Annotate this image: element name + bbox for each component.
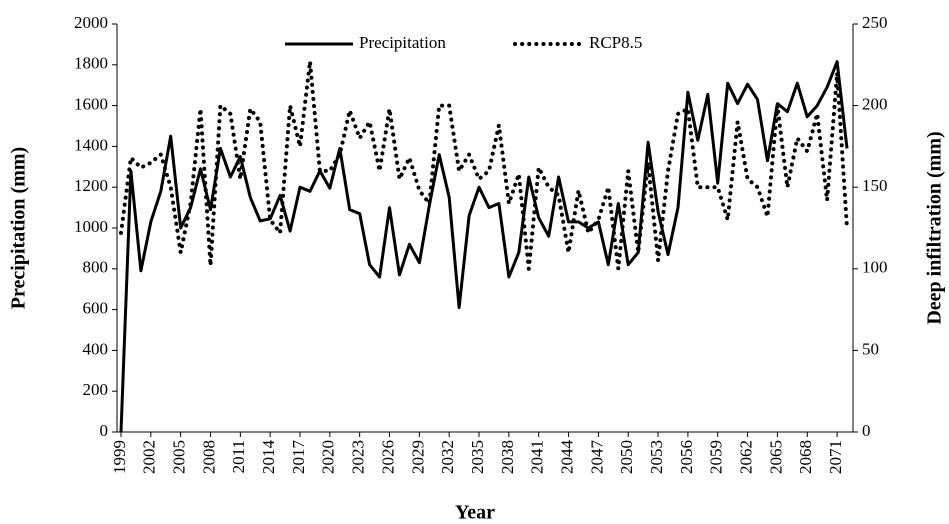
x-axis-title: Year: [455, 502, 495, 524]
x-tick-label: 2032: [438, 440, 457, 474]
y-tick-label: 800: [83, 258, 109, 277]
x-tick-label: 2053: [647, 440, 666, 474]
x-tick-label: 2011: [229, 440, 248, 473]
y-tick-label: 200: [83, 380, 109, 399]
x-tick-label: 1999: [110, 440, 129, 474]
x-tick-label: 2056: [677, 440, 696, 474]
x-tick-label: 2008: [199, 440, 218, 474]
y2-tick-label: 150: [862, 176, 888, 195]
x-tick-label: 2005: [170, 440, 189, 474]
x-tick-label: 2017: [289, 440, 308, 475]
y2-axis-title: Deep infiltration (mm): [924, 131, 946, 324]
y-tick-label: 1600: [74, 95, 108, 114]
x-tick-label: 2062: [736, 440, 755, 474]
y-tick-label: 0: [100, 421, 109, 440]
x-tick-label: 2041: [528, 440, 547, 474]
x-tick-label: 2050: [617, 440, 636, 474]
x-tick-label: 2014: [259, 440, 278, 475]
x-tick-label: 2044: [557, 440, 576, 475]
y2-tick-label: 0: [862, 421, 871, 440]
y2-tick-label: 100: [862, 258, 888, 277]
x-tick-label: 2029: [408, 440, 427, 474]
x-tick-label: 2002: [140, 440, 159, 474]
legend-label: RCP8.5: [589, 33, 642, 52]
y-tick-label: 400: [83, 339, 109, 358]
y-tick-label: 1800: [74, 54, 108, 73]
x-tick-label: 2020: [319, 440, 338, 474]
x-tick-label: 2026: [378, 440, 397, 474]
series-line: [119, 59, 849, 271]
y-tick-label: 1400: [74, 135, 108, 154]
y2-tick-label: 250: [862, 13, 888, 32]
y-tick-label: 1200: [74, 176, 108, 195]
legend-label: Precipitation: [359, 33, 446, 52]
y2-tick-label: 200: [862, 95, 888, 114]
y2-tick-label: 50: [862, 339, 879, 358]
x-tick-label: 2047: [587, 440, 606, 475]
series-line: [119, 60, 849, 433]
y-tick-label: 600: [83, 299, 109, 318]
x-tick-label: 2059: [707, 440, 726, 474]
y-tick-label: 2000: [74, 13, 108, 32]
x-tick-label: 2035: [468, 440, 487, 474]
x-tick-label: 2023: [349, 440, 368, 474]
x-tick-label: 2071: [826, 440, 845, 474]
x-tick-label: 2038: [498, 440, 517, 474]
x-tick-label: 2068: [796, 440, 815, 474]
y-axis-title: Precipitation (mm): [8, 147, 30, 309]
x-tick-label: 2065: [766, 440, 785, 474]
y-tick-label: 1000: [74, 217, 108, 236]
